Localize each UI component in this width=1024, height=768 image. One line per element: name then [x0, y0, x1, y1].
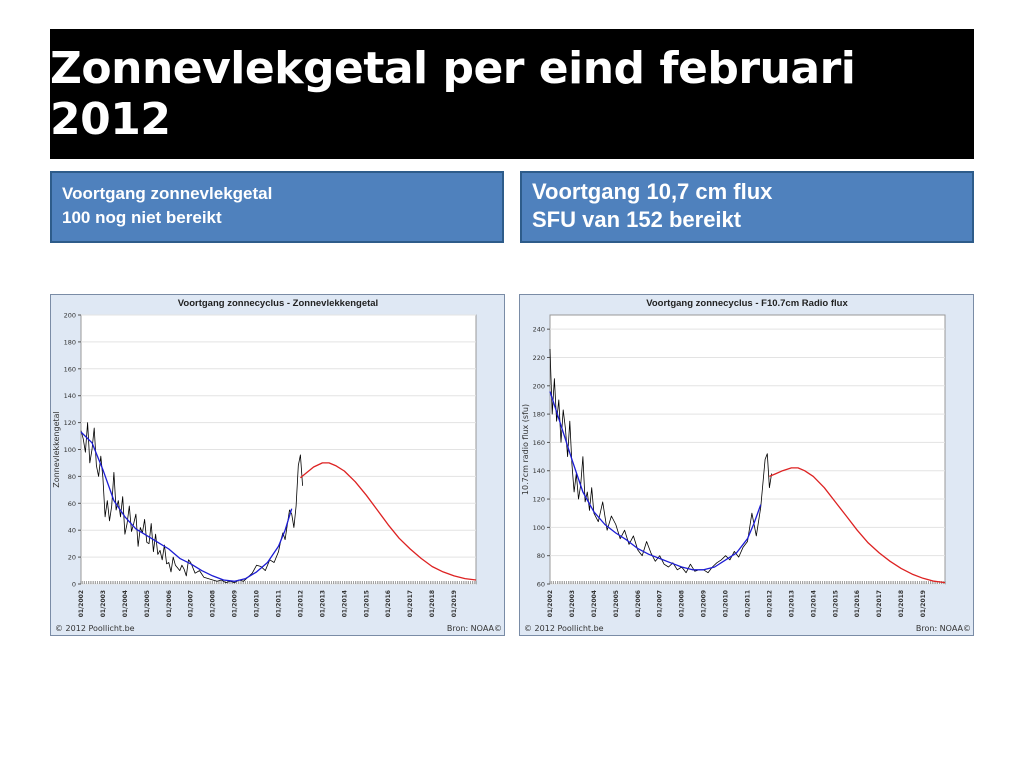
left-callout-line-1: Voortgang zonnevlekgetal — [62, 184, 273, 203]
x-tick-label: 01/2012 — [766, 590, 773, 617]
footer-copyright: © 2012 Poollicht.be — [55, 624, 135, 633]
x-tick-label: 01/2012 — [297, 590, 304, 617]
y-tick-label: 160 — [533, 439, 545, 447]
x-tick-label: 01/2009 — [232, 590, 239, 617]
x-tick-label: 01/2010 — [254, 590, 261, 617]
y-tick-label: 220 — [533, 354, 545, 362]
chart-title: Voortgang zonnecyclus - Zonnevlekkengeta… — [178, 298, 378, 309]
x-tick-label: 01/2010 — [723, 590, 730, 617]
y-tick-label: 40 — [68, 527, 76, 535]
y-tick-label: 80 — [537, 552, 545, 560]
x-tick-label: 01/2002 — [547, 590, 554, 617]
y-tick-label: 180 — [533, 411, 545, 419]
x-tick-label: 01/2017 — [407, 590, 414, 617]
y-tick-label: 100 — [533, 524, 545, 532]
x-tick-label: 01/2015 — [363, 590, 370, 617]
x-tick-label: 01/2005 — [613, 590, 620, 617]
x-tick-label: 01/2015 — [832, 590, 839, 617]
radio-flux-chart-panel: Voortgang zonnecyclus - F10.7cm Radio fl… — [519, 294, 974, 636]
y-tick-label: 240 — [533, 326, 545, 334]
series-line-2 — [769, 467, 946, 584]
x-tick-label: 01/2011 — [276, 590, 283, 617]
x-tick-label: 01/2003 — [100, 590, 107, 617]
page-title: Zonnevlekgetal per eind februari 2012 — [50, 43, 856, 145]
plot-area — [549, 314, 946, 585]
x-tick-label: 01/2002 — [78, 590, 85, 617]
y-tick-label: 180 — [64, 338, 76, 346]
sunspot-chart: Voortgang zonnecyclus - Zonnevlekkengeta… — [52, 298, 502, 633]
y-tick-label: 80 — [68, 473, 76, 481]
x-tick-label: 01/2007 — [657, 590, 664, 617]
x-tick-label: 01/2019 — [451, 590, 458, 617]
y-tick-label: 60 — [68, 500, 76, 508]
x-tick-label: 01/2006 — [635, 590, 642, 617]
x-tick-label: 01/2008 — [679, 590, 686, 617]
x-tick-label: 01/2004 — [591, 590, 598, 617]
y-tick-label: 140 — [533, 467, 545, 475]
y-tick-label: 60 — [537, 581, 545, 589]
x-tick-label: 01/2018 — [429, 590, 436, 617]
x-tick-label: 01/2017 — [876, 590, 883, 617]
left-callout-line-2: 100 nog niet bereikt — [62, 208, 222, 227]
x-tick-label: 01/2019 — [920, 590, 927, 617]
x-tick-label: 01/2004 — [122, 590, 129, 617]
series-line-2 — [299, 462, 477, 581]
y-tick-label: 200 — [64, 312, 76, 320]
y-tick-label: 160 — [64, 365, 76, 373]
footer-source: Bron: NOAA© — [447, 624, 502, 633]
chart-title: Voortgang zonnecyclus - F10.7cm Radio fl… — [646, 298, 848, 309]
right-callout-line-2: SFU van 152 bereikt — [532, 207, 742, 232]
x-tick-label: 01/2014 — [810, 590, 817, 617]
x-tick-label: 01/2006 — [166, 590, 173, 617]
x-tick-label: 01/2011 — [745, 590, 752, 617]
series-line-0 — [80, 422, 303, 584]
right-callout-line-1: Voortgang 10,7 cm flux — [532, 179, 773, 204]
x-tick-label: 01/2016 — [854, 590, 861, 617]
y-tick-label: 120 — [533, 496, 545, 504]
y-tick-label: 200 — [533, 382, 545, 390]
left-callout: Voortgang zonnevlekgetal 100 nog niet be… — [50, 171, 504, 243]
y-axis-label: Zonnevlekkengetal — [52, 411, 61, 488]
x-tick-label: 01/2003 — [569, 590, 576, 617]
x-tick-label: 01/2009 — [701, 590, 708, 617]
sunspot-chart-panel: Voortgang zonnecyclus - Zonnevlekkengeta… — [50, 294, 505, 636]
x-tick-label: 01/2014 — [341, 590, 348, 617]
y-tick-label: 100 — [64, 446, 76, 454]
x-tick-label: 01/2008 — [210, 590, 217, 617]
footer-source: Bron: NOAA© — [916, 624, 971, 633]
y-tick-label: 120 — [64, 419, 76, 427]
x-tick-label: 01/2005 — [144, 590, 151, 617]
y-tick-label: 140 — [64, 392, 76, 400]
right-callout: Voortgang 10,7 cm flux SFU van 152 berei… — [520, 171, 974, 243]
x-tick-label: 01/2013 — [788, 590, 795, 617]
series-line-1 — [549, 391, 762, 571]
title-bar: Zonnevlekgetal per eind februari 2012 — [50, 29, 974, 159]
x-tick-label: 01/2018 — [898, 590, 905, 617]
y-tick-label: 0 — [72, 581, 76, 589]
series-line-1 — [80, 431, 293, 582]
radio-flux-chart: Voortgang zonnecyclus - F10.7cm Radio fl… — [521, 298, 971, 633]
footer-copyright: © 2012 Poollicht.be — [524, 624, 604, 633]
y-tick-label: 20 — [68, 554, 76, 562]
series-line-0 — [549, 348, 772, 574]
x-tick-label: 01/2013 — [319, 590, 326, 617]
y-axis-label: 10.7cm radio flux (sfu) — [521, 404, 530, 495]
x-tick-label: 01/2007 — [188, 590, 195, 617]
x-tick-label: 01/2016 — [385, 590, 392, 617]
